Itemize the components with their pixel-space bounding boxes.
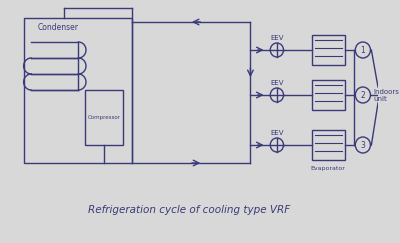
Text: EEV: EEV <box>270 80 284 86</box>
Bar <box>312 35 345 65</box>
Text: 1: 1 <box>360 45 365 54</box>
Text: Condenser: Condenser <box>38 24 79 33</box>
Bar <box>24 18 132 163</box>
Text: EEV: EEV <box>270 35 284 41</box>
Text: EEV: EEV <box>270 130 284 136</box>
Bar <box>312 80 345 110</box>
Text: 3: 3 <box>360 140 365 149</box>
Text: Evaporator: Evaporator <box>310 165 345 171</box>
Text: 2: 2 <box>360 90 365 99</box>
Bar <box>312 130 345 160</box>
Text: Compressor: Compressor <box>88 114 120 120</box>
Bar <box>85 90 123 145</box>
Text: Indoors
unit: Indoors unit <box>373 88 399 102</box>
Text: Refrigeration cycle of cooling type VRF: Refrigeration cycle of cooling type VRF <box>88 205 290 215</box>
